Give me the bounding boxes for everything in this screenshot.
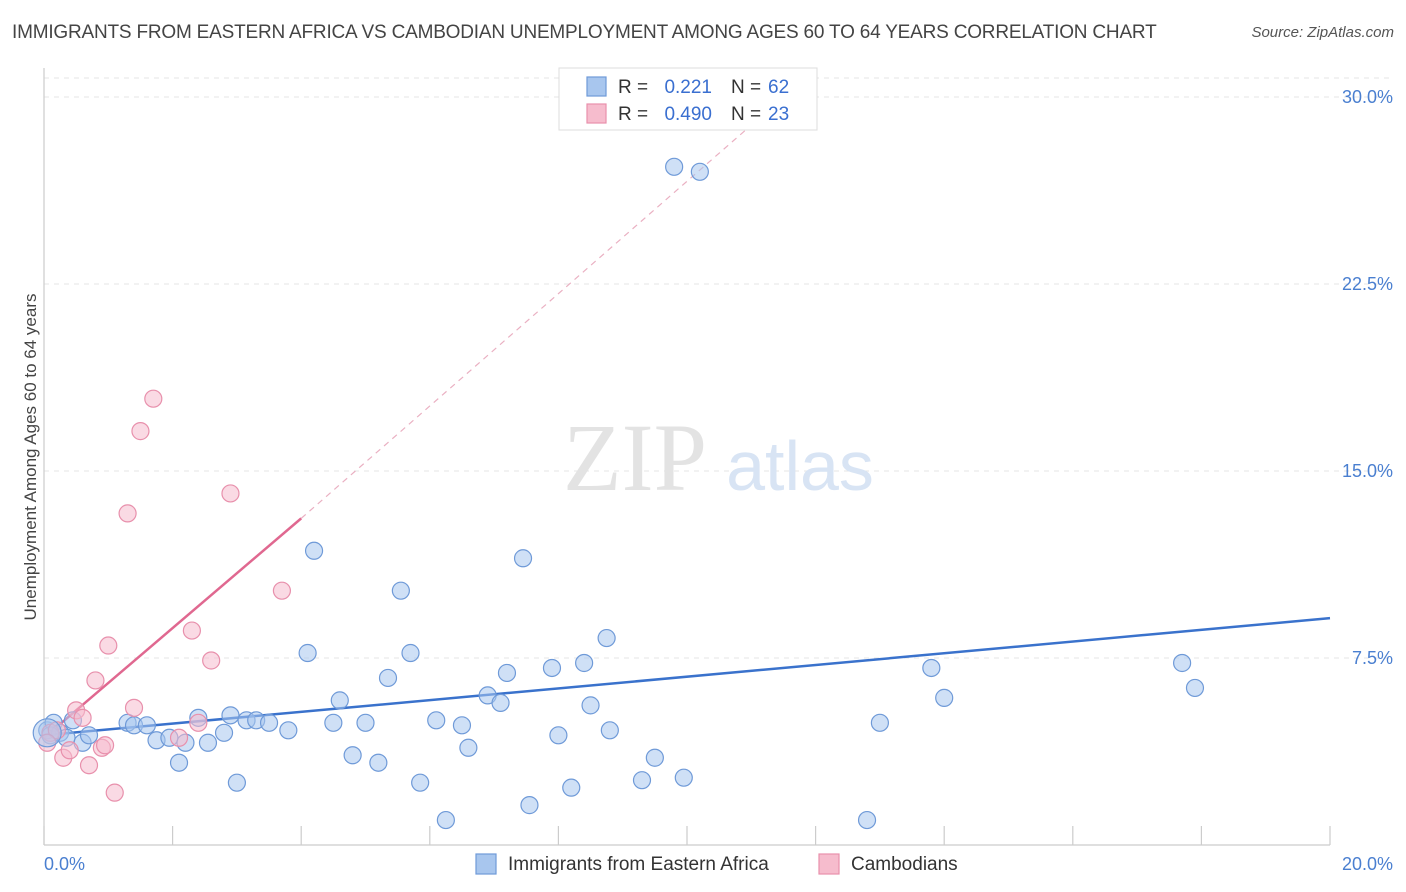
point-eastern-africa	[279, 721, 298, 740]
point-eastern-africa	[581, 696, 600, 715]
point-eastern-africa	[645, 748, 664, 767]
point-eastern-africa	[497, 663, 517, 683]
legend-r-value: 0.490	[664, 104, 712, 125]
bottom-legend-swatch-pink	[818, 853, 840, 875]
legend-r-value: 0.221	[664, 77, 712, 98]
y-axis-label: Unemployment Among Ages 60 to 64 years	[21, 294, 40, 621]
point-eastern-africa	[922, 658, 941, 678]
y-tick-label: 7.5%	[1352, 648, 1393, 668]
legend-n-value: 62	[768, 77, 789, 98]
point-cambodians	[144, 389, 163, 408]
point-eastern-africa	[411, 773, 430, 792]
point-eastern-africa	[436, 810, 455, 830]
point-eastern-africa	[575, 653, 594, 673]
data-points	[32, 157, 1205, 830]
source-label: Source: ZipAtlas.com	[1251, 24, 1394, 41]
point-eastern-africa	[690, 162, 709, 181]
point-cambodians	[86, 671, 105, 690]
point-cambodians	[124, 698, 144, 717]
point-eastern-africa	[401, 643, 420, 663]
x-tick-label: 20.0%	[1342, 854, 1393, 874]
point-eastern-africa	[298, 643, 317, 663]
watermark-zip: ZIP	[563, 404, 707, 511]
legend-box: R = 0.221 N = 62 R = 0.490 N = 23	[558, 67, 818, 131]
point-eastern-africa	[198, 733, 218, 752]
point-eastern-africa	[378, 668, 398, 688]
point-eastern-africa	[427, 711, 446, 730]
point-cambodians	[73, 708, 92, 727]
point-eastern-africa-cluster	[32, 718, 62, 748]
legend-swatch-pink	[586, 103, 607, 124]
y-tick-label: 30.0%	[1342, 87, 1393, 107]
point-eastern-africa	[600, 721, 619, 740]
point-eastern-africa	[369, 753, 388, 772]
point-eastern-africa	[597, 628, 616, 648]
point-cambodians	[79, 756, 99, 775]
point-eastern-africa	[549, 726, 568, 745]
point-cambodians	[95, 736, 115, 755]
point-cambodians	[202, 651, 221, 670]
point-cambodians	[189, 713, 208, 732]
point-eastern-africa	[227, 773, 246, 792]
point-eastern-africa	[935, 688, 954, 707]
point-cambodians	[99, 636, 118, 655]
point-eastern-africa	[632, 771, 652, 790]
point-eastern-africa	[324, 713, 343, 732]
point-eastern-africa	[491, 693, 510, 712]
tick-labels: 7.5% 15.0% 22.5% 30.0% 0.0% 20.0%	[44, 87, 1393, 874]
point-eastern-africa	[343, 746, 362, 765]
trend-line-cambodians-extension	[300, 96, 784, 519]
bottom-legend-swatch-blue	[475, 853, 497, 875]
point-eastern-africa	[214, 723, 234, 742]
legend-n-value: 23	[768, 104, 789, 125]
point-eastern-africa	[870, 713, 890, 732]
point-cambodians	[60, 741, 79, 760]
point-cambodians	[221, 484, 240, 503]
axes	[43, 68, 1331, 846]
point-eastern-africa	[330, 691, 349, 710]
point-eastern-africa	[259, 713, 279, 732]
point-eastern-africa	[304, 541, 324, 560]
bottom-legend-label: Cambodians	[851, 854, 958, 875]
y-tick-label: 15.0%	[1342, 461, 1393, 481]
chart-title: IMMIGRANTS FROM EASTERN AFRICA VS CAMBOD…	[12, 22, 1157, 43]
point-eastern-africa	[169, 753, 189, 772]
point-cambodians	[169, 728, 189, 747]
point-eastern-africa	[513, 549, 533, 568]
point-eastern-africa	[356, 713, 375, 732]
point-eastern-africa	[452, 716, 472, 735]
point-eastern-africa	[1173, 653, 1192, 673]
point-eastern-africa	[1185, 678, 1205, 698]
legend-n-label: N =	[731, 77, 761, 98]
point-eastern-africa	[674, 768, 693, 787]
legend-r-label: R =	[618, 77, 648, 98]
legend-n-label: N =	[731, 104, 761, 125]
point-cambodians	[105, 783, 124, 802]
x-tick-label: 0.0%	[44, 854, 85, 874]
watermark-atlas: atlas	[726, 427, 874, 505]
y-tick-label: 22.5%	[1342, 274, 1393, 294]
legend-swatch-blue	[586, 76, 607, 97]
bottom-legend: Immigrants from Eastern Africa Cambodian…	[475, 853, 958, 875]
point-eastern-africa	[857, 810, 877, 830]
point-eastern-africa	[459, 738, 478, 757]
point-cambodians	[182, 621, 201, 640]
point-eastern-africa	[79, 726, 99, 745]
point-eastern-africa	[391, 581, 410, 600]
grid-lines	[44, 77, 1392, 659]
point-eastern-africa	[562, 778, 581, 797]
point-eastern-africa	[137, 716, 156, 735]
point-cambodians	[131, 422, 150, 441]
point-eastern-africa	[520, 796, 539, 815]
point-eastern-africa	[221, 706, 240, 725]
point-cambodians	[272, 581, 292, 600]
bottom-legend-label: Immigrants from Eastern Africa	[508, 854, 769, 875]
trend-line-cambodians	[43, 517, 303, 739]
point-cambodians	[118, 504, 137, 523]
point-eastern-africa	[665, 157, 684, 176]
point-eastern-africa	[542, 658, 562, 678]
legend-r-label: R =	[618, 104, 648, 125]
